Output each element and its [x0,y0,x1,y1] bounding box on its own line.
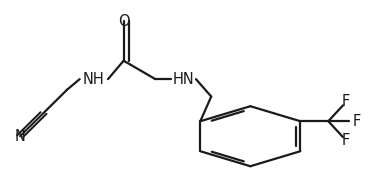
Text: NH: NH [83,72,105,87]
Text: F: F [342,133,350,148]
Text: F: F [352,114,361,129]
Text: N: N [15,129,25,144]
Text: O: O [118,13,129,28]
Text: F: F [342,94,350,109]
Text: HN: HN [172,72,194,87]
